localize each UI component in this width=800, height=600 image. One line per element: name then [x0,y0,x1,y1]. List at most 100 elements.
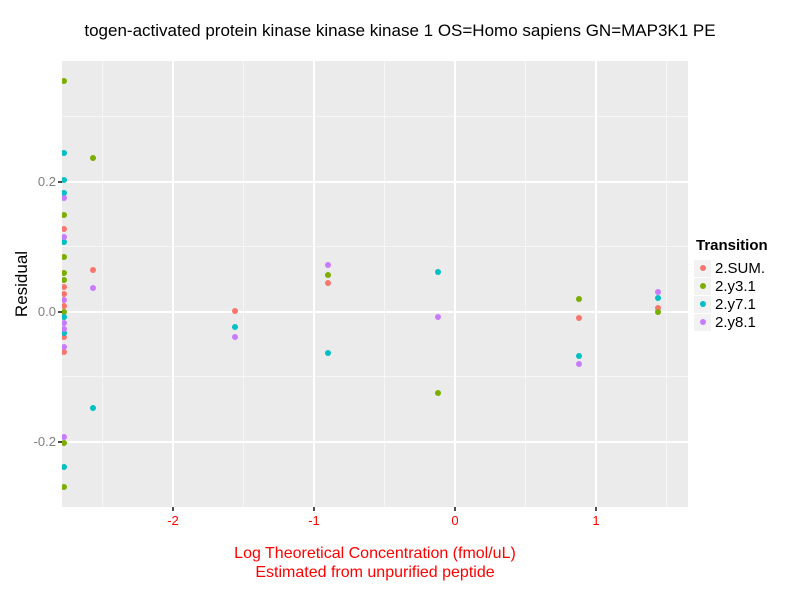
gridline-minor-horizontal [62,116,688,118]
gridline-minor-vertical [101,61,103,507]
x-tick-label: -1 [308,513,320,528]
data-point-2.y7.1 [576,353,583,360]
legend-title: Transition [696,237,768,254]
legend-key [694,259,711,277]
data-point-2.y7.1 [62,329,68,336]
gridline-minor-vertical [242,61,244,507]
data-point-2.y7.1 [62,314,68,321]
legend-item-label: 2.y3.1 [715,277,756,295]
data-point-2.y3.1 [89,154,96,161]
data-point-2.y3.1 [62,253,68,260]
gridline-major-horizontal [62,441,688,443]
legend-key [694,295,711,313]
gridline-minor-horizontal [62,376,688,378]
data-point-2.y7.1 [62,463,68,470]
plot-panel [62,61,688,507]
gridline-major-vertical [172,61,174,507]
data-point-2.y7.1 [62,189,68,196]
data-point-2.y7.1 [62,176,68,183]
y-tick-label: -0.2 [33,433,56,449]
gridline-minor-horizontal [62,506,688,507]
data-point-2.y3.1 [325,271,332,278]
gridline-major-vertical [454,61,456,507]
data-point-2.y8.1 [655,288,662,295]
data-point-2.y3.1 [62,77,68,84]
x-tick-mark [172,507,174,511]
data-point-2.y3.1 [655,308,662,315]
data-point-2.y7.1 [232,323,239,330]
x-tick-mark [454,507,456,511]
legend-item-label: 2.y8.1 [715,313,756,331]
data-point-2.y8.1 [62,433,68,440]
legend-item-label: 2.SUM. [715,259,766,277]
legend-dot [699,319,706,325]
data-point-2.y8.1 [62,234,68,241]
data-point-2.y3.1 [62,269,68,276]
data-point-2.y7.1 [89,405,96,412]
data-point-2.SUM. [62,303,68,310]
legend-item-2.y3.1: 2.y3.1 [694,277,798,295]
gridline-major-vertical [595,61,597,507]
data-point-2.y3.1 [62,483,68,490]
data-point-2.y7.1 [62,238,68,245]
data-point-2.y8.1 [62,195,68,202]
data-point-2.SUM. [232,307,239,314]
legend-key [694,277,711,295]
data-point-2.y8.1 [325,262,332,269]
gridline-major-horizontal [62,311,688,313]
plot-title: togen-activated protein kinase kinase ki… [84,21,716,40]
gridline-minor-vertical [525,61,527,507]
data-point-2.y3.1 [62,308,68,315]
legend-item-2.SUM.: 2.SUM. [694,259,798,277]
x-tick-label: -2 [167,513,179,528]
data-point-2.y7.1 [62,149,68,156]
data-point-2.SUM. [62,334,68,341]
legend-item-2.y8.1: 2.y8.1 [694,313,798,331]
data-point-2.y3.1 [62,277,68,284]
x-axis-title-line1: Log Theoretical Concentration (fmol/uL) [234,545,516,562]
data-point-2.y8.1 [89,284,96,291]
gridline-minor-vertical [666,61,668,507]
gridline-major-vertical [313,61,315,507]
y-tick-mark [58,311,62,313]
x-tick-label: 0 [451,513,459,528]
legend-items: 2.SUM. 2.y3.1 2.y7.1 2.y8.1 [694,259,798,331]
gridline-minor-vertical [384,61,386,507]
data-point-2.SUM. [62,226,68,233]
data-point-2.y7.1 [435,268,442,275]
data-point-2.y8.1 [62,344,68,351]
data-point-2.SUM. [89,266,96,273]
y-tick-label: 0.2 [37,173,56,189]
data-point-2.SUM. [62,290,68,297]
gridline-major-horizontal [62,181,688,183]
x-tick-mark [595,507,597,511]
data-point-2.SUM. [325,279,332,286]
legend-dot [699,301,706,307]
legend-dot [699,265,706,271]
x-tick-label: 1 [592,513,600,528]
data-point-2.SUM. [62,283,68,290]
x-axis-title: Log Theoretical Concentration (fmol/uL) … [62,544,688,582]
data-point-2.y8.1 [232,333,239,340]
legend: Transition 2.SUM. 2.y3.1 2.y7.1 2.y8.1 [694,237,798,331]
data-point-2.SUM. [576,314,583,321]
gridline-minor-horizontal [62,246,688,248]
legend-item-2.y7.1: 2.y7.1 [694,295,798,313]
data-point-2.y3.1 [576,295,583,302]
legend-key [694,313,711,331]
y-tick-mark [58,181,62,183]
legend-item-label: 2.y7.1 [715,295,756,313]
x-tick-mark [313,507,315,511]
data-point-2.y8.1 [62,325,68,332]
data-point-2.y7.1 [325,349,332,356]
y-tick-label: 0.0 [37,303,56,319]
data-point-2.SUM. [655,305,662,312]
data-point-2.y7.1 [655,294,662,301]
legend-dot [699,283,706,289]
data-point-2.y3.1 [435,390,442,397]
data-point-2.y8.1 [62,320,68,326]
data-point-2.y8.1 [576,360,583,367]
data-point-2.y3.1 [62,440,68,447]
data-point-2.y3.1 [62,212,68,219]
